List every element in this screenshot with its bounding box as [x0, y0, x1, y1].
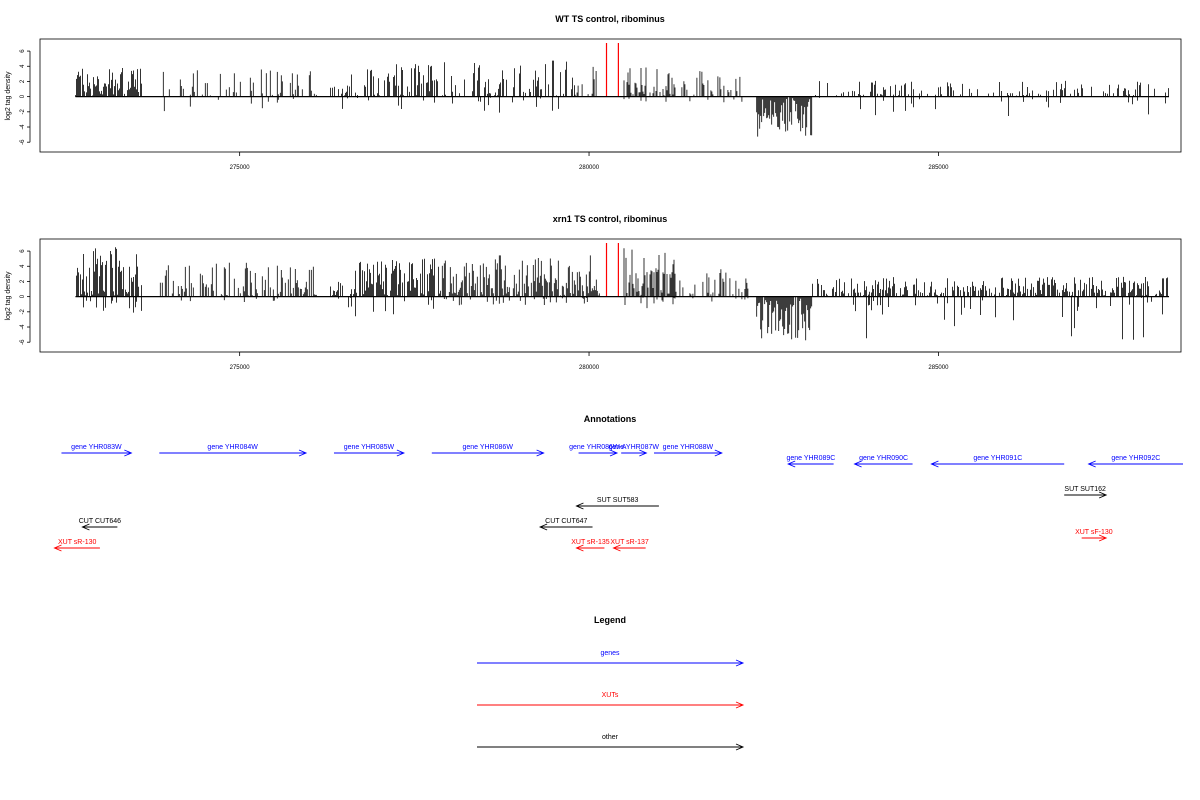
annotation-feature: gene YHR086W: [431, 444, 545, 457]
annotation-feature: gene YHR086W-A: [569, 444, 627, 457]
annotation-feature: CUT CUT647: [538, 518, 593, 531]
xrn1-y-axis: -6 -4 -2 0 2 4 6: [20, 249, 31, 345]
legend-item-other: other: [477, 734, 745, 751]
annotation-features: gene YHR083W gene YHR084W gene YHR085W gene…: [53, 444, 1183, 552]
annotation-feature: SUT SUT162: [1064, 486, 1108, 499]
annotation-label: XUT sR-137: [610, 539, 648, 546]
xrn1-y-tick-label: 4: [20, 264, 26, 268]
legend-label: XUTs: [602, 692, 619, 699]
annotation-feature: gene YHR091C: [930, 455, 1065, 468]
annotation-feature: XUT sF-130: [1075, 529, 1113, 542]
annotation-label: gene YHR085W: [344, 444, 395, 451]
wt-track-title: WT TS control, ribominus: [555, 14, 665, 24]
annotation-feature: XUT sR-130: [53, 539, 100, 552]
annotation-feature: gene YHR085W: [333, 444, 406, 457]
xrn1-x-axis: 275000 280000 285000: [230, 351, 949, 371]
annotation-label: gene YHR089C: [786, 455, 835, 462]
wt-y-axis: -6 -4 -2 0 2 4 6: [20, 49, 31, 145]
wt-y-tick-label: 2: [20, 79, 26, 83]
annotation-label: gene YHR092C: [1111, 455, 1160, 462]
annotation-label: gene YHR090C: [859, 455, 908, 462]
annotation-label: SUT SUT162: [1064, 486, 1106, 493]
wt-y-axis-label: log2 tag density: [5, 71, 12, 121]
wt-y-tick-label: -6: [20, 139, 26, 145]
annotation-label: gene YHR087W: [609, 444, 660, 451]
annotation-feature: SUT SUT583: [575, 497, 659, 510]
legend: genes XUTs other: [477, 650, 745, 751]
annotation-feature: gene YHR092C: [1087, 455, 1183, 468]
annotation-feature: CUT CUT646: [79, 518, 121, 531]
legend-title: Legend: [594, 615, 626, 625]
annotation-label: gene YHR086W-A: [569, 444, 627, 451]
legend-item-xuts: XUTs: [477, 692, 745, 709]
xrn1-x-tick-label: 285000: [928, 365, 949, 371]
wt-y-tick-label: 4: [20, 64, 26, 68]
annotation-feature: gene YHR083W: [61, 444, 133, 457]
annotation-label: XUT sR-130: [58, 539, 96, 546]
annotation-feature: gene YHR087W: [609, 444, 660, 457]
annotation-feature: XUT sR-135: [571, 539, 610, 552]
wt-plot-frame: [39, 38, 1182, 153]
annotation-label: gene YHR091C: [973, 455, 1022, 462]
annotation-label: CUT CUT647: [545, 518, 587, 525]
wt-y-tick-label: 6: [20, 49, 26, 53]
annotations-title: Annotations: [584, 414, 637, 424]
annotation-label: SUT SUT583: [597, 497, 639, 504]
xrn1-y-tick-label: -2: [20, 309, 26, 315]
xrn1-y-axis-label: log2 tag density: [5, 271, 12, 321]
xrn1-y-tick-label: 0: [20, 294, 26, 298]
annotation-feature: gene YHR089C: [786, 455, 835, 468]
annotation-feature: XUT sR-137: [610, 539, 649, 552]
annotation-label: gene YHR088W: [663, 444, 714, 451]
xrn1-y-tick-label: -4: [20, 324, 26, 330]
annotation-label: gene YHR083W: [71, 444, 122, 451]
legend-label: genes: [600, 650, 620, 657]
xrn1-track-panel: xrn1 TS control, ribominus log2 tag dens…: [5, 214, 1182, 371]
wt-y-tick-label: -4: [20, 124, 26, 130]
wt-x-tick-label: 285000: [928, 165, 949, 171]
wt-y-tick-label: -2: [20, 109, 26, 115]
wt-signal-bars: [75, 60, 1169, 137]
wt-x-tick-label: 275000: [230, 165, 251, 171]
xrn1-y-tick-label: 2: [20, 279, 26, 283]
annotation-label: XUT sR-135: [571, 539, 609, 546]
xrn1-x-tick-label: 275000: [230, 365, 251, 371]
wt-y-tick-label: 0: [20, 94, 26, 98]
xrn1-highlight-lines: [605, 243, 619, 297]
xrn1-y-tick-label: 6: [20, 249, 26, 253]
wt-highlight-lines: [605, 43, 619, 97]
annotation-label: gene YHR084W: [207, 444, 258, 451]
xrn1-y-tick-label: -6: [20, 339, 26, 345]
xrn1-signal-bars: [76, 247, 1168, 341]
legend-item-genes: genes: [477, 650, 745, 667]
annotation-label: XUT sF-130: [1075, 529, 1113, 536]
wt-track-panel: WT TS control, ribominus log2 tag densit…: [5, 14, 1182, 171]
wt-x-axis: 275000 280000 285000: [230, 151, 949, 171]
xrn1-x-tick-label: 280000: [579, 365, 600, 371]
wt-x-tick-label: 280000: [579, 165, 600, 171]
xrn1-track-title: xrn1 TS control, ribominus: [553, 214, 668, 224]
annotation-label: gene YHR086W: [462, 444, 513, 451]
legend-label: other: [602, 734, 619, 741]
annotation-label: CUT CUT646: [79, 518, 121, 525]
annotation-feature: gene YHR088W: [654, 444, 723, 457]
annotation-feature: gene YHR090C: [853, 455, 913, 468]
annotation-feature: gene YHR084W: [159, 444, 308, 457]
